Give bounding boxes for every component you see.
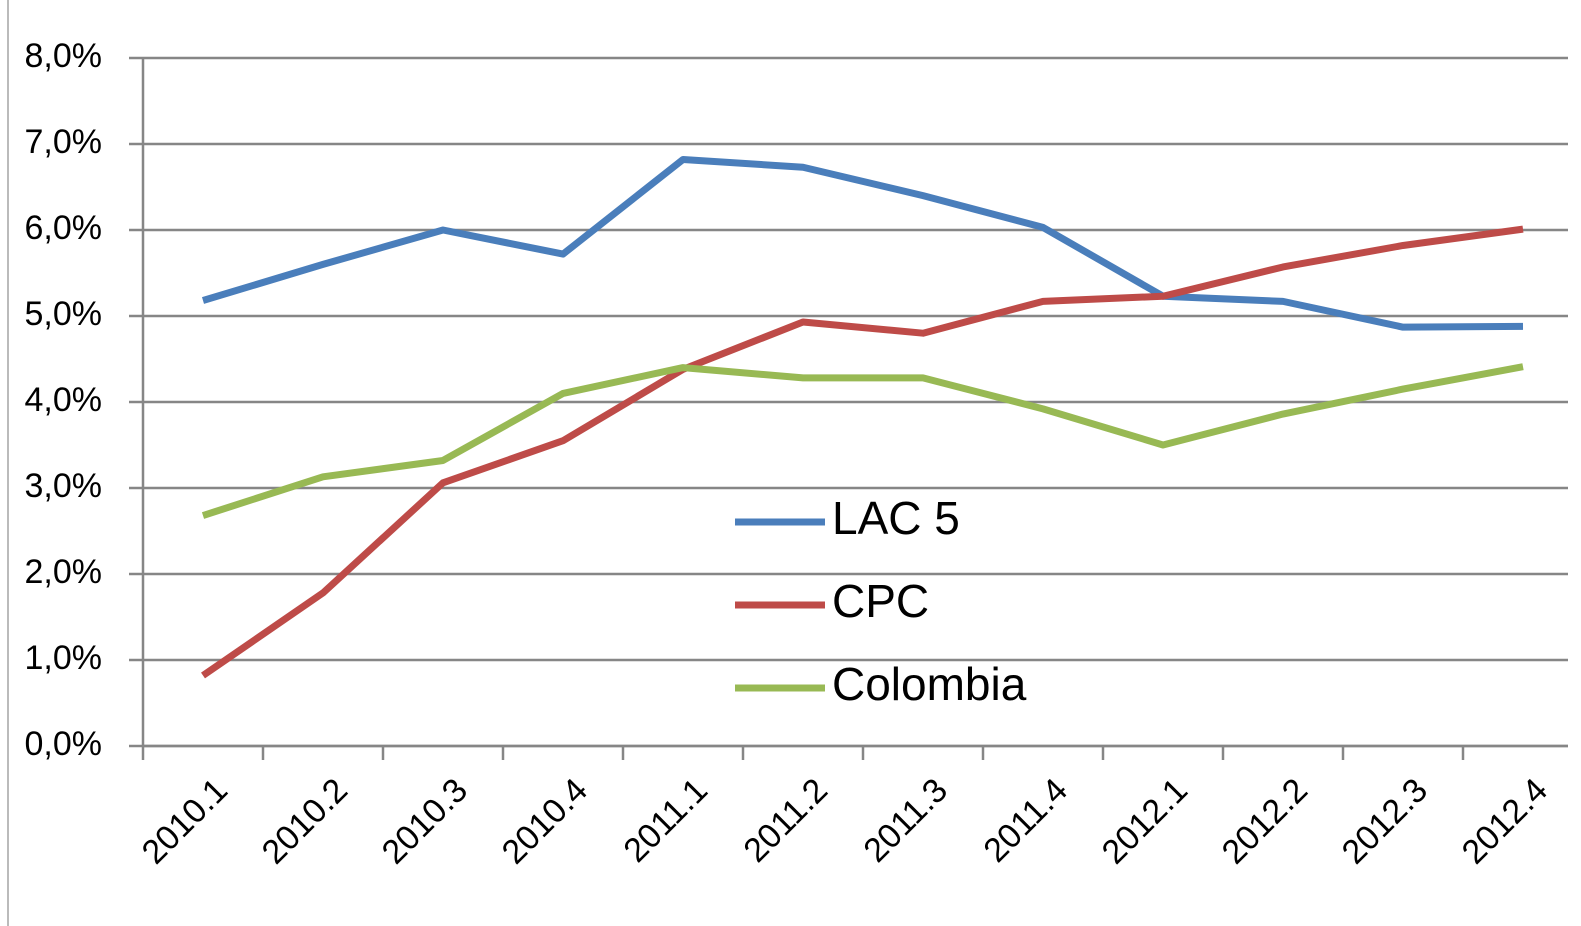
legend-label: CPC: [832, 575, 929, 627]
y-tick-label: 4,0%: [25, 381, 103, 419]
x-tick-label: 2011.3: [856, 771, 955, 870]
series-line: [201, 155, 1524, 331]
x-tick-label: 2012.4: [1455, 771, 1555, 871]
x-tick-label: 2012.2: [1215, 771, 1315, 871]
x-tick-label: 2010.2: [255, 771, 355, 871]
y-tick-label: 8,0%: [25, 37, 103, 75]
x-tick-label: 2012.3: [1335, 771, 1435, 871]
x-tick-label: 2011.1: [616, 771, 715, 870]
series-line: [201, 363, 1524, 519]
y-tick-label: 5,0%: [25, 295, 103, 333]
legend-label: Colombia: [832, 658, 1027, 710]
x-tick-label: 2010.3: [375, 771, 475, 871]
y-tick-label: 3,0%: [25, 467, 103, 505]
y-tick-label: 0,0%: [25, 725, 103, 763]
x-tick-label: 2011.2: [736, 771, 835, 870]
x-tick-label: 2010.1: [135, 771, 235, 871]
y-tick-label: 6,0%: [25, 209, 103, 247]
legend-label: LAC 5: [832, 492, 960, 544]
x-tick-label: 2010.4: [495, 771, 595, 871]
y-tick-label: 2,0%: [25, 553, 103, 591]
x-tick-label: 2012.1: [1095, 771, 1195, 871]
x-tick-label: 2011.4: [976, 771, 1075, 870]
y-tick-label: 1,0%: [25, 639, 103, 677]
series-line: [201, 225, 1524, 679]
y-tick-label: 7,0%: [25, 123, 103, 161]
